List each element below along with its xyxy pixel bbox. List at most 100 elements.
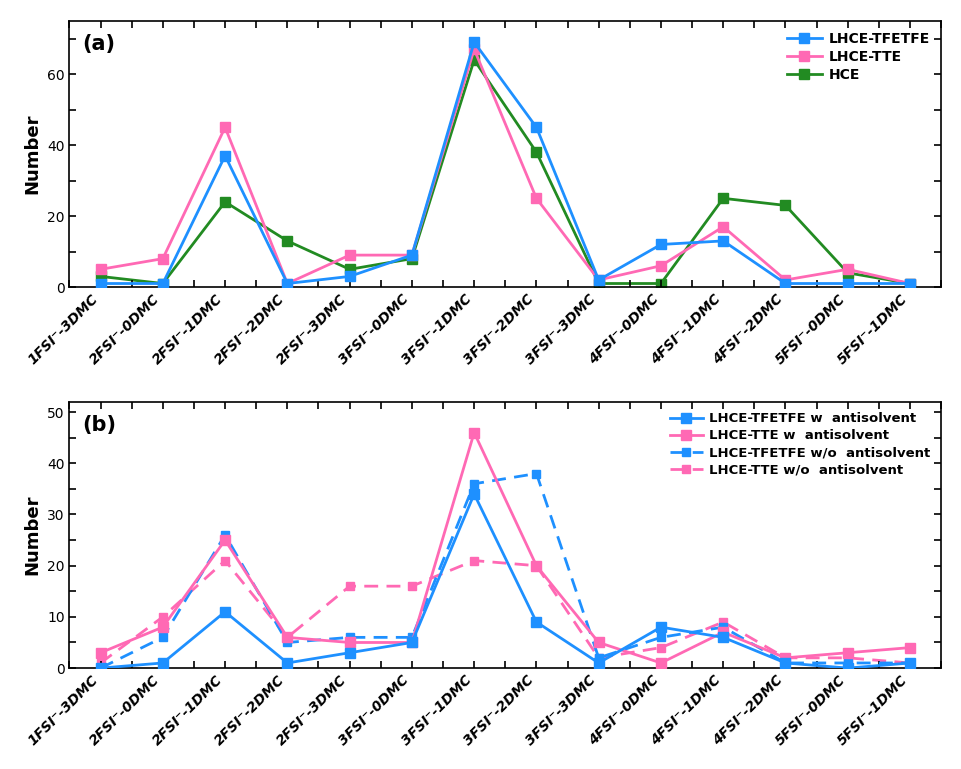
LHCE-TFETFE w  antisolvent: [841, 664, 852, 673]
LHCE-TFETFE: [343, 271, 355, 281]
LHCE-TFETFE w  antisolvent: [219, 608, 231, 617]
LHCE-TTE w  antisolvent: [654, 658, 666, 667]
LHCE-TTE: [717, 222, 728, 231]
LHCE-TTE w  antisolvent: [219, 535, 231, 544]
LHCE-TTE w  antisolvent: [157, 623, 168, 632]
LHCE-TTE: [406, 251, 417, 260]
LHCE-TFETFE w/o  antisolvent: [406, 633, 417, 642]
LHCE-TFETFE w  antisolvent: [95, 664, 107, 673]
LHCE-TFETFE: [779, 279, 791, 288]
LHCE-TFETFE: [903, 279, 915, 288]
LHCE-TTE w/o  antisolvent: [592, 653, 604, 662]
LHCE-TTE w  antisolvent: [468, 428, 480, 438]
LHCE-TFETFE w/o  antisolvent: [592, 653, 604, 662]
Line: LHCE-TTE: LHCE-TTE: [95, 45, 914, 288]
HCE: [654, 279, 666, 288]
Y-axis label: Number: Number: [23, 114, 41, 195]
HCE: [157, 279, 168, 288]
HCE: [779, 201, 791, 210]
LHCE-TTE w/o  antisolvent: [468, 556, 480, 565]
LHCE-TTE w  antisolvent: [717, 628, 728, 637]
HCE: [717, 194, 728, 203]
LHCE-TTE: [779, 275, 791, 285]
Line: LHCE-TFETFE: LHCE-TFETFE: [95, 37, 914, 288]
LHCE-TTE w  antisolvent: [343, 638, 355, 647]
LHCE-TFETFE: [219, 151, 231, 160]
LHCE-TFETFE w  antisolvent: [717, 633, 728, 642]
LHCE-TTE: [468, 45, 480, 54]
LHCE-TFETFE: [592, 275, 604, 285]
Text: (b): (b): [83, 415, 116, 435]
LHCE-TTE w/o  antisolvent: [779, 653, 791, 662]
LHCE-TFETFE: [654, 240, 666, 249]
LHCE-TFETFE: [468, 38, 480, 47]
LHCE-TFETFE: [282, 279, 293, 288]
LHCE-TFETFE w  antisolvent: [282, 658, 293, 667]
LHCE-TTE: [343, 251, 355, 260]
LHCE-TTE w  antisolvent: [903, 643, 915, 652]
LHCE-TFETFE w  antisolvent: [157, 658, 168, 667]
Line: LHCE-TTE w/o  antisolvent: LHCE-TTE w/o antisolvent: [96, 557, 913, 667]
LHCE-TTE w  antisolvent: [95, 648, 107, 657]
LHCE-TTE w  antisolvent: [592, 638, 604, 647]
HCE: [592, 279, 604, 288]
LHCE-TFETFE: [841, 279, 852, 288]
LHCE-TFETFE w  antisolvent: [468, 489, 480, 498]
LHCE-TFETFE w  antisolvent: [343, 648, 355, 657]
LHCE-TFETFE: [717, 236, 728, 245]
LHCE-TTE w/o  antisolvent: [530, 561, 542, 571]
LHCE-TTE w/o  antisolvent: [406, 581, 417, 591]
LHCE-TFETFE w/o  antisolvent: [95, 664, 107, 673]
Line: HCE: HCE: [95, 55, 914, 288]
LHCE-TTE w/o  antisolvent: [343, 581, 355, 591]
HCE: [841, 268, 852, 278]
LHCE-TTE: [282, 279, 293, 288]
HCE: [406, 254, 417, 263]
LHCE-TTE: [530, 194, 542, 203]
Legend: LHCE-TFETFE, LHCE-TTE, HCE: LHCE-TFETFE, LHCE-TTE, HCE: [782, 28, 933, 86]
LHCE-TTE: [157, 254, 168, 263]
LHCE-TTE: [95, 265, 107, 274]
LHCE-TFETFE: [157, 279, 168, 288]
Line: LHCE-TFETFE w  antisolvent: LHCE-TFETFE w antisolvent: [95, 489, 914, 673]
LHCE-TFETFE w/o  antisolvent: [654, 633, 666, 642]
LHCE-TTE: [219, 123, 231, 132]
LHCE-TTE w  antisolvent: [530, 561, 542, 571]
LHCE-TTE w  antisolvent: [406, 638, 417, 647]
LHCE-TFETFE w/o  antisolvent: [779, 658, 791, 667]
LHCE-TTE w/o  antisolvent: [841, 653, 852, 662]
LHCE-TTE w/o  antisolvent: [219, 556, 231, 565]
LHCE-TTE w/o  antisolvent: [903, 658, 915, 667]
LHCE-TFETFE w/o  antisolvent: [468, 479, 480, 488]
Y-axis label: Number: Number: [23, 494, 41, 575]
LHCE-TTE w  antisolvent: [841, 648, 852, 657]
Line: LHCE-TTE w  antisolvent: LHCE-TTE w antisolvent: [95, 428, 914, 667]
HCE: [468, 55, 480, 65]
LHCE-TFETFE w  antisolvent: [779, 658, 791, 667]
LHCE-TFETFE: [530, 123, 542, 132]
LHCE-TFETFE w/o  antisolvent: [282, 638, 293, 647]
LHCE-TFETFE w/o  antisolvent: [157, 633, 168, 642]
LHCE-TFETFE w/o  antisolvent: [219, 531, 231, 540]
LHCE-TTE w/o  antisolvent: [95, 658, 107, 667]
HCE: [95, 271, 107, 281]
LHCE-TTE w/o  antisolvent: [282, 633, 293, 642]
LHCE-TFETFE w/o  antisolvent: [343, 633, 355, 642]
Text: (a): (a): [83, 34, 115, 54]
LHCE-TFETFE w  antisolvent: [592, 658, 604, 667]
HCE: [282, 236, 293, 245]
LHCE-TTE w/o  antisolvent: [157, 612, 168, 621]
HCE: [903, 279, 915, 288]
LHCE-TTE: [654, 261, 666, 271]
LHCE-TFETFE w/o  antisolvent: [841, 658, 852, 667]
LHCE-TTE: [592, 275, 604, 285]
HCE: [530, 148, 542, 157]
LHCE-TFETFE w  antisolvent: [903, 658, 915, 667]
LHCE-TTE w  antisolvent: [779, 653, 791, 662]
LHCE-TTE w  antisolvent: [282, 633, 293, 642]
LHCE-TTE w/o  antisolvent: [717, 618, 728, 627]
LHCE-TFETFE w/o  antisolvent: [903, 658, 915, 667]
Line: LHCE-TFETFE w/o  antisolvent: LHCE-TFETFE w/o antisolvent: [96, 469, 913, 672]
LHCE-TTE: [841, 265, 852, 274]
LHCE-TFETFE w  antisolvent: [654, 623, 666, 632]
